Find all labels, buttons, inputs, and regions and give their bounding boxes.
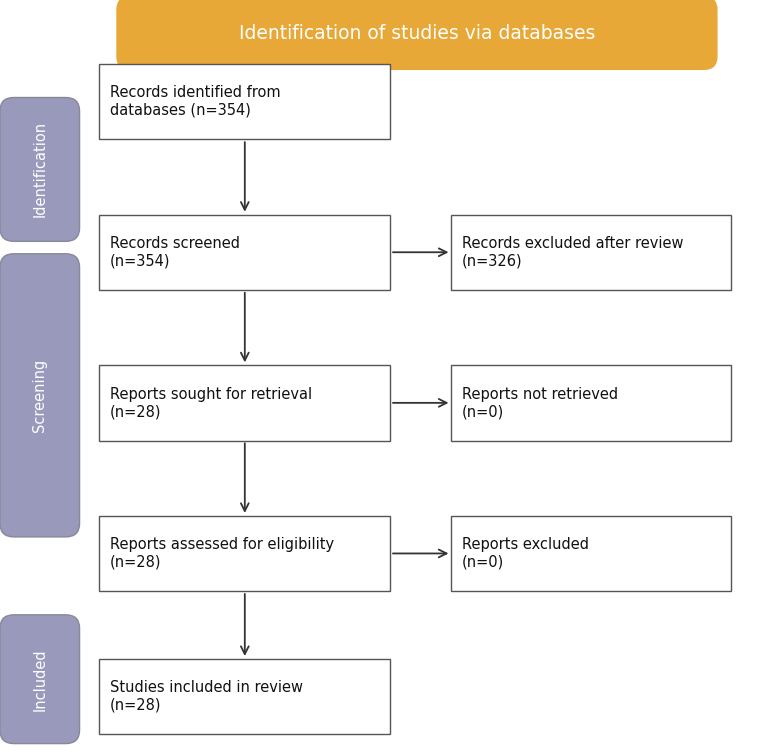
FancyBboxPatch shape	[99, 516, 390, 591]
FancyBboxPatch shape	[451, 365, 731, 441]
Text: Records identified from
databases (n=354): Records identified from databases (n=354…	[110, 85, 281, 118]
Text: Records excluded after review
(n=326): Records excluded after review (n=326)	[462, 236, 684, 269]
FancyBboxPatch shape	[99, 64, 390, 139]
Text: Identification: Identification	[32, 121, 47, 218]
Text: Reports sought for retrieval
(n=28): Reports sought for retrieval (n=28)	[110, 386, 312, 419]
FancyBboxPatch shape	[0, 614, 80, 744]
Text: Screening: Screening	[32, 358, 47, 432]
Text: Identification of studies via databases: Identification of studies via databases	[239, 23, 595, 43]
FancyBboxPatch shape	[0, 254, 80, 537]
FancyBboxPatch shape	[451, 215, 731, 290]
Text: Studies included in review
(n=28): Studies included in review (n=28)	[110, 680, 303, 713]
Text: Included: Included	[32, 648, 47, 711]
Text: Reports assessed for eligibility
(n=28): Reports assessed for eligibility (n=28)	[110, 537, 334, 570]
Text: Reports not retrieved
(n=0): Reports not retrieved (n=0)	[462, 386, 618, 419]
FancyBboxPatch shape	[99, 659, 390, 734]
FancyBboxPatch shape	[99, 365, 390, 441]
Text: Reports excluded
(n=0): Reports excluded (n=0)	[462, 537, 589, 570]
FancyBboxPatch shape	[0, 97, 80, 241]
Text: Records screened
(n=354): Records screened (n=354)	[110, 236, 240, 269]
FancyBboxPatch shape	[116, 0, 718, 70]
FancyBboxPatch shape	[451, 516, 731, 591]
FancyBboxPatch shape	[99, 215, 390, 290]
